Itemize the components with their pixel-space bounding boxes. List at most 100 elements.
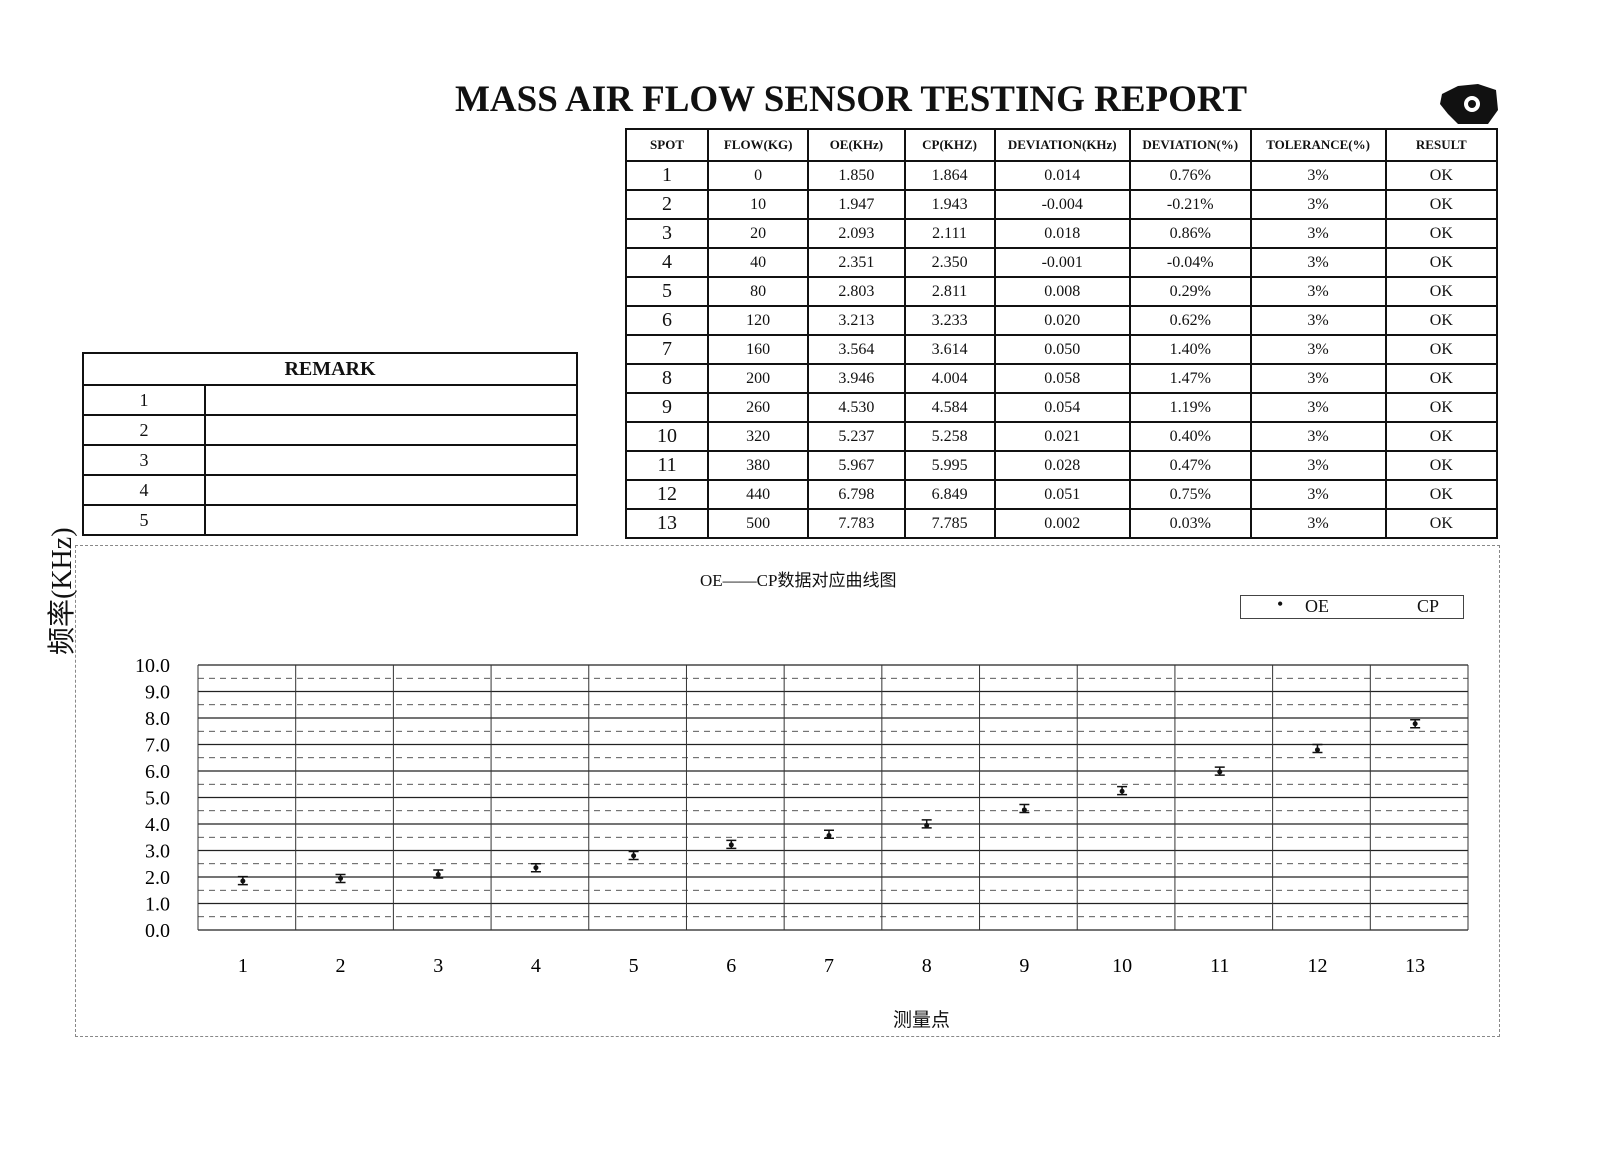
x-tick-label: 7 [824, 955, 834, 977]
table-cell: 2.350 [903, 247, 996, 278]
chart-legend: • OE CP [1240, 594, 1464, 619]
table-cell: 3% [1249, 305, 1387, 336]
table-cell: 0.054 [993, 392, 1131, 423]
table-cell: 0.03% [1128, 508, 1252, 539]
table-cell: 1 [624, 160, 710, 191]
table-cell: 3% [1249, 189, 1387, 220]
table-cell: 0.028 [993, 450, 1131, 481]
table-cell: 20 [707, 218, 810, 249]
table-cell: 3% [1249, 247, 1387, 278]
table-cell: 13 [624, 508, 710, 539]
table-cell: 40 [707, 247, 810, 278]
table-cell: 0.75% [1128, 479, 1252, 510]
table-cell: 3% [1249, 160, 1387, 191]
cp-point [1312, 743, 1323, 754]
table-cell: OK [1384, 276, 1499, 307]
table-cell: 7 [624, 334, 710, 365]
table-cell: OK [1384, 508, 1499, 539]
legend-oe: OE [1305, 596, 1329, 616]
table-cell: 1.947 [807, 189, 906, 220]
table-cell: 80 [707, 276, 810, 307]
table-cell: 3% [1249, 218, 1387, 249]
table-cell: 0.40% [1128, 421, 1252, 452]
table-cell: 0.62% [1128, 305, 1252, 336]
y-tick-label: 7.0 [145, 735, 170, 757]
y-tick-label: 10.0 [135, 655, 170, 677]
table-cell: 4 [624, 247, 710, 278]
column-header: DEVIATION(KHz) [993, 128, 1131, 162]
y-tick-label: 2.0 [145, 867, 170, 889]
remark-number: 3 [82, 444, 206, 476]
y-tick-label: 6.0 [145, 761, 170, 783]
table-cell: 2.351 [807, 247, 906, 278]
legend-cp: CP [1417, 596, 1440, 616]
cp-point [1214, 766, 1225, 776]
x-tick-label: 1 [238, 955, 248, 977]
x-tick-label: 9 [1019, 955, 1029, 977]
column-header: FLOW(KG) [707, 128, 810, 162]
x-tick-label: 11 [1210, 955, 1229, 977]
table-cell: 500 [707, 508, 810, 539]
x-tick-label: 8 [922, 955, 932, 977]
table-cell: 1.47% [1128, 363, 1252, 394]
table-row: 9 260 4.530 4.584 0.054 1.19% 3% OK [624, 392, 1499, 423]
table-cell: 2.803 [807, 276, 906, 307]
cp-point [433, 869, 444, 879]
table-cell: 3% [1249, 479, 1387, 510]
cp-point [1019, 803, 1030, 814]
cp-point [237, 875, 248, 886]
remark-row: 1 [82, 384, 578, 416]
column-header: OE(KHz) [807, 128, 906, 162]
table-cell: OK [1384, 247, 1499, 278]
table-row: 4 40 2.351 2.350 -0.001 -0.04% 3% OK [624, 247, 1499, 278]
table-cell: OK [1384, 363, 1499, 394]
y-tick-label: 0.0 [145, 920, 170, 942]
y-tick-label: 3.0 [145, 841, 170, 863]
table-row: 6 120 3.213 3.233 0.020 0.62% 3% OK [624, 305, 1499, 336]
table-row: 5 80 2.803 2.811 0.008 0.29% 3% OK [624, 276, 1499, 307]
table-row: 8 200 3.946 4.004 0.058 1.47% 3% OK [624, 363, 1499, 394]
table-cell: 3% [1249, 450, 1387, 481]
remark-field[interactable] [204, 384, 578, 416]
table-cell: 3.564 [807, 334, 906, 365]
x-axis-label: 测量点 [893, 1010, 951, 1031]
oe-marker-icon: • [1277, 594, 1284, 614]
table-cell: 7.783 [807, 508, 906, 539]
remark-field[interactable] [204, 414, 578, 446]
table-cell: 3% [1249, 421, 1387, 452]
column-header: SPOT [624, 128, 710, 162]
x-tick-label: 5 [629, 955, 639, 977]
table-cell: -0.004 [993, 189, 1131, 220]
table-cell: 1.40% [1128, 334, 1252, 365]
table-cell: 0.29% [1128, 276, 1252, 307]
cp-point [726, 839, 737, 850]
cp-point [530, 862, 541, 873]
table-cell: 0.76% [1128, 160, 1252, 191]
table-cell: 200 [707, 363, 810, 394]
remark-field[interactable] [204, 504, 578, 536]
table-cell: 10 [624, 421, 710, 452]
remark-field[interactable] [204, 444, 578, 476]
table-cell: 2.811 [903, 276, 996, 307]
table-cell: 3.233 [903, 305, 996, 336]
x-tick-label: 10 [1112, 955, 1132, 977]
company-logo [1440, 84, 1498, 124]
column-header: TOLERANCE(%) [1249, 128, 1387, 162]
table-cell: 1.943 [903, 189, 996, 220]
table-cell: 380 [707, 450, 810, 481]
x-tick-label: 3 [433, 955, 443, 977]
x-tick-label: 12 [1307, 955, 1327, 977]
table-row: 12 440 6.798 6.849 0.051 0.75% 3% OK [624, 479, 1499, 510]
table-cell: 3.946 [807, 363, 906, 394]
y-tick-label: 9.0 [145, 682, 170, 704]
cp-point [824, 829, 834, 839]
table-cell: 7.785 [903, 508, 996, 539]
table-cell: 5.995 [903, 450, 996, 481]
x-tick-label: 4 [531, 955, 541, 977]
chart-area [75, 545, 1500, 1037]
table-cell: 4.584 [903, 392, 996, 423]
remark-row: 2 [82, 414, 578, 446]
table-cell: OK [1384, 450, 1499, 481]
remark-field[interactable] [204, 474, 578, 506]
